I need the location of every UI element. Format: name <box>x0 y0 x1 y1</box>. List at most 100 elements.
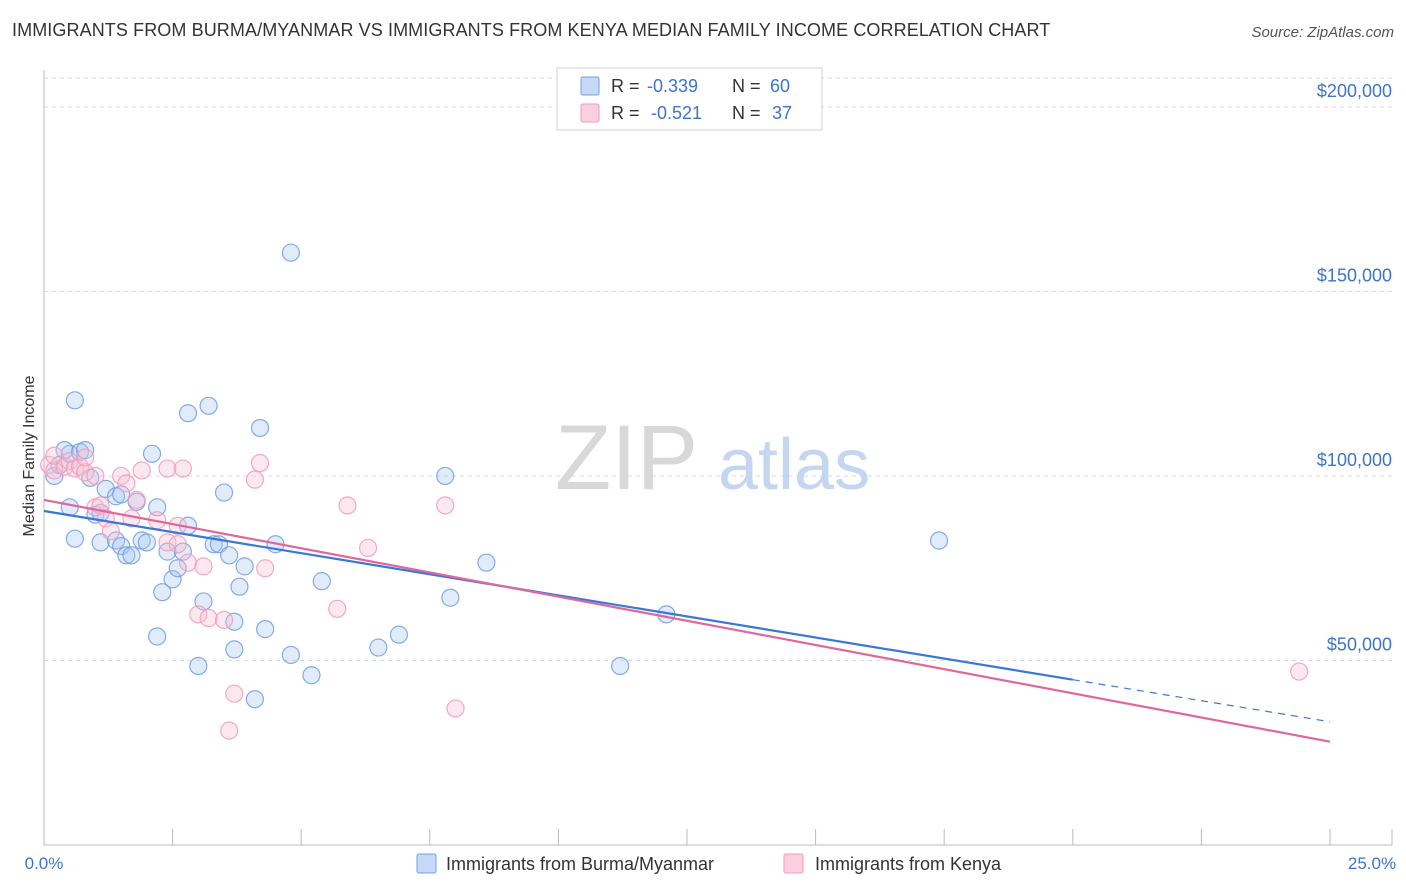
scatter-point <box>101 522 120 541</box>
x-tick-label-max: 25.0% <box>1348 854 1396 873</box>
legend-label-kenya: Immigrants from Kenya <box>815 854 1002 874</box>
scatter-point <box>76 463 95 482</box>
scatter-point <box>168 559 187 578</box>
scatter-point <box>214 483 234 502</box>
y-tick-label: $100,000 <box>1317 450 1392 470</box>
scatter-point <box>76 448 95 467</box>
scatter-point <box>436 466 455 486</box>
stats-legend-swatch-burma <box>580 76 600 96</box>
scatter-point <box>178 404 198 423</box>
y-tick-labels: $50,000 $100,000 $150,000 $200,000 <box>1317 81 1392 655</box>
scatter-point <box>436 496 455 515</box>
scatter-point <box>45 461 64 480</box>
scatter-point <box>256 620 275 639</box>
series-burma-points <box>45 243 949 709</box>
y-tick-label: $150,000 <box>1317 265 1392 285</box>
scatter-point <box>91 533 110 552</box>
scatter-point <box>45 466 64 486</box>
stats-n-label-burma: N = <box>732 76 761 96</box>
series-kenya-points <box>40 446 1309 740</box>
scatter-point <box>338 496 357 515</box>
scatter-point <box>163 570 182 589</box>
scatter-point <box>220 721 239 740</box>
scatter-point <box>142 444 162 463</box>
y-tick-label: $200,000 <box>1317 81 1392 101</box>
scatter-point <box>86 466 105 486</box>
scatter-point <box>250 418 270 438</box>
trendline-burma <box>43 509 1073 681</box>
scatter-point <box>158 459 177 478</box>
watermark-atlas: atlas <box>718 425 870 505</box>
stats-r-label-kenya: R = <box>611 103 640 123</box>
scatter-point <box>199 396 218 415</box>
scatter-point <box>235 557 254 576</box>
scatter-point <box>225 640 244 659</box>
trendlines <box>43 498 1331 743</box>
scatter-point <box>281 645 301 665</box>
scatter-point <box>168 535 187 554</box>
scatter-point <box>178 553 198 572</box>
scatter-point <box>106 531 126 550</box>
scatter-point <box>281 243 301 262</box>
scatter-point <box>477 553 496 572</box>
stats-legend-swatch-kenya <box>580 103 600 123</box>
scatter-point <box>256 559 275 578</box>
chart-source: Source: ZipAtlas.com <box>1251 24 1394 41</box>
chart-title: IMMIGRANTS FROM BURMA/MYANMAR VS IMMIGRA… <box>12 20 1051 40</box>
scatter-point <box>40 455 59 474</box>
scatter-point <box>158 542 177 561</box>
scatter-point <box>245 470 265 489</box>
stats-r-value-burma: -0.339 <box>647 76 698 96</box>
legend-swatch-kenya <box>783 853 804 874</box>
scatter-point <box>148 627 167 646</box>
scatter-point <box>929 531 949 550</box>
scatter-point <box>225 684 244 703</box>
scatter-point <box>199 608 218 628</box>
scatter-point <box>369 638 388 657</box>
scatter-point <box>173 459 192 478</box>
scatter-point <box>189 656 208 676</box>
x-tick-marks <box>43 829 1393 845</box>
scatter-point <box>441 588 460 607</box>
stats-r-value-kenya: -0.521 <box>651 103 702 123</box>
scatter-point <box>112 536 131 556</box>
scatter-point <box>245 690 265 709</box>
y-axis-label: Median Family Income <box>21 375 38 536</box>
scatter-point <box>127 490 146 510</box>
scatter-point <box>117 546 136 565</box>
scatter-point <box>214 610 234 629</box>
watermark-zip: ZIP <box>555 407 698 509</box>
watermark: ZIP atlas <box>555 407 870 509</box>
scatter-point <box>220 546 239 565</box>
scatter-point <box>189 605 208 624</box>
trendline-burma-extension <box>1072 679 1331 723</box>
series-legend: Immigrants from Burma/Myanmar Immigrants… <box>416 853 1002 874</box>
scatter-point <box>70 457 90 476</box>
scatter-point <box>389 625 409 644</box>
stats-n-label-kenya: N = <box>732 103 761 123</box>
stats-n-value-burma: 60 <box>770 76 790 96</box>
scatter-point <box>148 498 167 517</box>
legend-label-burma: Immigrants from Burma/Myanmar <box>446 854 714 874</box>
scatter-point <box>194 557 213 576</box>
y-tick-label: $50,000 <box>1327 634 1392 654</box>
stats-r-label-burma: R = <box>611 76 640 96</box>
stats-legend: R = -0.339 N = 60 R = -0.521 N = 37 <box>556 67 823 131</box>
scatter-point <box>117 474 136 493</box>
scatter-point <box>611 656 630 676</box>
scatter-point <box>65 529 84 548</box>
trendline-kenya <box>43 498 1331 743</box>
scatter-point <box>65 391 84 410</box>
scatter-point <box>358 538 378 558</box>
scatter-point <box>446 699 465 718</box>
legend-swatch-burma <box>416 853 437 874</box>
stats-legend-box <box>556 67 823 131</box>
scatter-point <box>1290 662 1309 681</box>
scatter-point <box>250 453 270 473</box>
scatter-point <box>153 583 172 602</box>
scatter-point <box>328 599 347 618</box>
scatter-point <box>132 461 151 480</box>
x-tick-label-min: 0.0% <box>25 854 64 873</box>
